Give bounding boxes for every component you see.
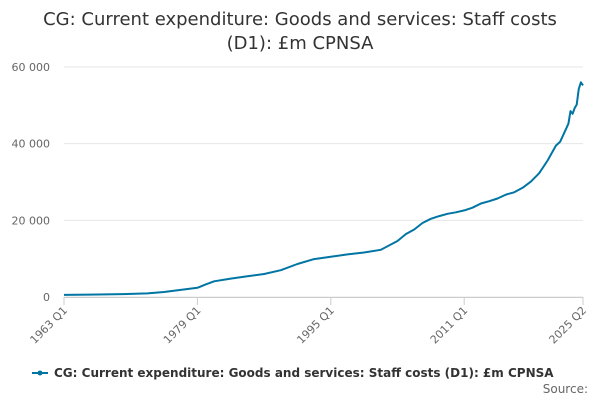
x-tick-label: 1979 Q1 <box>161 304 204 347</box>
x-tick-label: 1995 Q1 <box>294 304 337 347</box>
y-tick-label: 20 000 <box>12 214 51 227</box>
chart-title-line-1: CG: Current expenditure: Goods and servi… <box>43 9 557 30</box>
y-axis: 0 20 000 40 000 60 000 <box>12 61 51 304</box>
legend[interactable]: CG: Current expenditure: Goods and servi… <box>32 366 554 380</box>
chart-title-line-2: (D1): £m CPNSA <box>227 33 374 54</box>
y-tick-label: 40 000 <box>12 138 51 151</box>
x-tick-label: 2011 Q1 <box>428 304 471 347</box>
y-tick-label: 60 000 <box>12 61 51 74</box>
legend-marker <box>37 370 43 376</box>
series-line <box>63 81 584 296</box>
y-tick-label: 0 <box>43 291 50 304</box>
gridlines <box>64 66 583 298</box>
x-tick-label: 1963 Q1 <box>28 304 71 347</box>
source-label: Source: <box>543 382 588 396</box>
x-axis: 1963 Q1 1979 Q1 1995 Q1 2011 Q1 2025 Q2 <box>28 297 590 347</box>
legend-label: CG: Current expenditure: Goods and servi… <box>54 366 554 380</box>
x-tick-label: 2025 Q2 <box>547 304 590 347</box>
